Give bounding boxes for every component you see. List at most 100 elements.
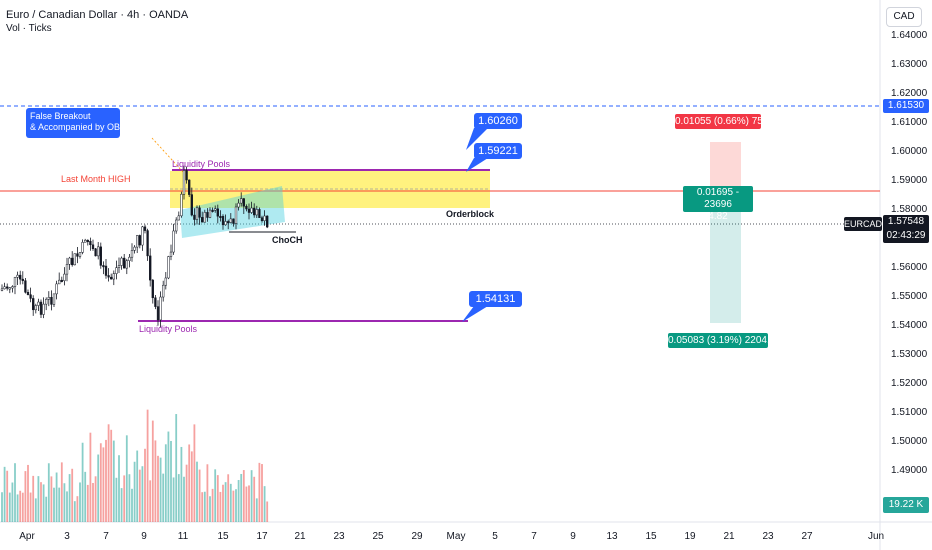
price-tick: 1.62000: [891, 88, 928, 99]
volume-bar: [27, 464, 29, 522]
time-tick: 13: [606, 531, 618, 542]
volume-bar: [92, 482, 94, 522]
price-tick: 1.64000: [891, 30, 928, 41]
volume-indicator-label[interactable]: Vol · Ticks: [6, 23, 52, 34]
candle-body: [162, 284, 165, 298]
candle-body: [154, 297, 157, 307]
candle-body: [37, 301, 40, 306]
candle-body: [63, 273, 66, 281]
volume-bar: [255, 498, 258, 522]
volume-bar: [248, 485, 250, 522]
candle-body: [99, 246, 102, 266]
liquidity-bottom-label: Liquidity Pools: [139, 324, 198, 334]
candle-body: [13, 277, 17, 287]
candle-body: [156, 306, 160, 321]
candle-body: [180, 193, 183, 217]
last-price-tag: 1.57548 02:43:29: [883, 215, 929, 243]
candle-body: [8, 287, 11, 290]
volume-bar: [58, 487, 61, 522]
candle-body: [234, 206, 238, 224]
time-tick: 7: [531, 531, 537, 542]
candle-body: [216, 208, 219, 217]
candle-body: [76, 253, 79, 257]
candle-body: [102, 265, 105, 268]
volume-bar: [125, 435, 128, 522]
time-tick: 25: [372, 531, 384, 542]
volume-bar: [167, 431, 170, 522]
candle-body: [219, 215, 222, 218]
volume-bar: [159, 457, 162, 522]
volume-bar: [198, 469, 201, 522]
candle-body: [188, 179, 191, 195]
volume-bar: [11, 482, 14, 522]
candle-body: [255, 209, 258, 216]
currency-button[interactable]: CAD: [886, 7, 922, 27]
stop-loss-label[interactable]: 0.01055 (0.66%) 750: [675, 114, 769, 129]
volume-bar: [144, 448, 146, 522]
candle-body: [3, 286, 6, 290]
price-tick: 1.53000: [891, 349, 928, 360]
volume-bar: [81, 442, 84, 522]
volume-bar: [164, 444, 167, 522]
candle-body: [42, 303, 45, 315]
volume-bar: [138, 469, 141, 522]
candle-body: [104, 265, 108, 276]
candle-body: [112, 273, 115, 280]
volume-bar: [63, 483, 66, 522]
candle-body: [94, 248, 97, 257]
take-profit-label[interactable]: 0.05083 (3.19%) 2204.5: [668, 333, 776, 348]
volume-bar: [16, 494, 19, 522]
orderblock-zone[interactable]: [170, 171, 490, 208]
volume-bar: [136, 450, 139, 522]
price-callout-2[interactable]: 1.59221: [474, 143, 522, 159]
volume-bar: [8, 492, 11, 522]
candle-body: [211, 209, 214, 212]
volume-bar: [253, 476, 256, 522]
volume-bar: [172, 477, 175, 522]
choch-label: ChoCH: [272, 235, 303, 245]
triangle-pattern[interactable]: [180, 186, 285, 238]
volume-bar: [94, 476, 97, 522]
volume-bar: [97, 454, 100, 522]
price-tick: 1.50000: [891, 436, 928, 447]
candle-body: [91, 244, 95, 249]
volume-bar: [89, 432, 92, 522]
candle-body: [146, 230, 149, 257]
volume-bar: [180, 446, 183, 522]
candle-body: [39, 301, 43, 315]
volume-bar: [175, 414, 178, 522]
volume-bar: [209, 496, 211, 522]
candle-body: [50, 297, 53, 305]
stop-zone[interactable]: [710, 142, 741, 187]
candle-body: [123, 257, 126, 269]
time-tick: 17: [256, 531, 268, 542]
price-tick: 1.63000: [891, 59, 928, 70]
candle-body: [19, 274, 22, 280]
volume-bar: [120, 488, 123, 522]
candle-body: [198, 207, 201, 218]
volume-bar: [242, 470, 245, 522]
volume-bar: [229, 483, 232, 522]
volume-bar: [154, 440, 157, 522]
candle-body: [245, 206, 248, 210]
entry-label[interactable]: 0.01695 - 23696 4.82: [683, 186, 753, 222]
volume-bar: [105, 439, 107, 522]
candle-body: [6, 286, 9, 289]
price-tick: 1.58000: [891, 204, 928, 215]
candle-body: [84, 239, 87, 243]
candle-body: [0, 288, 4, 291]
volume-bar: [258, 462, 261, 522]
volume-bar: [71, 468, 74, 522]
candle-body: [172, 230, 175, 253]
volume-bar: [201, 492, 204, 522]
symbol-title[interactable]: Euro / Canadian Dollar · 4h · OANDA: [6, 9, 189, 21]
price-callout-3[interactable]: 1.54131: [469, 291, 522, 307]
volume-bar: [214, 469, 217, 522]
volume-bar: [60, 462, 63, 522]
volume-bar: [34, 498, 37, 522]
price-callout-1[interactable]: 1.60260: [474, 113, 522, 129]
volume-bar: [170, 440, 172, 522]
volume-bar: [112, 440, 115, 522]
false-breakout-callout[interactable]: False Breakout & Accompanied by OB: [26, 108, 120, 138]
